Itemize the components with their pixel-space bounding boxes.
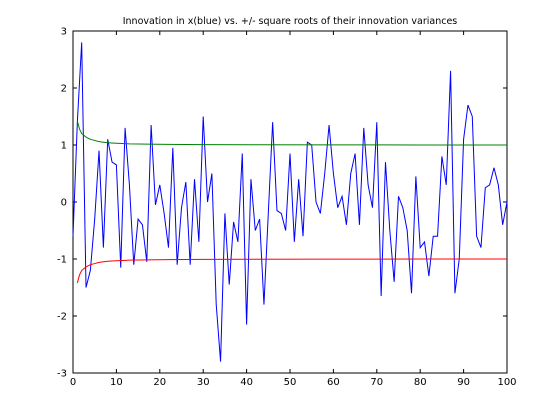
x-tick-label: 70 (370, 377, 383, 388)
x-tick-label: 100 (497, 377, 516, 388)
x-tick-label: 60 (327, 377, 340, 388)
axis-ticks: 0 10 20 30 40 50 60 70 80 90 100 -3 -2 -1 0 1 2 3 (57, 27, 517, 389)
x-tick-label: 80 (414, 377, 427, 388)
y-tick-label: 0 (61, 198, 67, 209)
x-tick-label: 90 (457, 377, 470, 388)
x-tick-label: 10 (110, 377, 123, 388)
y-tick-label: -3 (57, 369, 67, 380)
y-tick-label: 3 (61, 27, 67, 38)
x-tick-label: 40 (240, 377, 253, 388)
x-tick-label: 30 (197, 377, 210, 388)
lower-bound-line (76, 258, 508, 284)
x-tick-label: 0 (70, 377, 76, 388)
y-tick-label: -1 (57, 255, 67, 266)
upper-bound-line (76, 120, 508, 146)
x-tick-label: 20 (153, 377, 166, 388)
innovation-line (72, 42, 508, 362)
y-tick-label: -2 (57, 312, 67, 323)
y-tick-label: 1 (61, 141, 67, 152)
chart-title: Innovation in x(blue) vs. +/- square roo… (123, 16, 458, 27)
plot-area (72, 30, 508, 374)
y-tick-label: 2 (61, 84, 67, 95)
x-tick-label: 50 (284, 377, 297, 388)
series-group (72, 42, 508, 362)
